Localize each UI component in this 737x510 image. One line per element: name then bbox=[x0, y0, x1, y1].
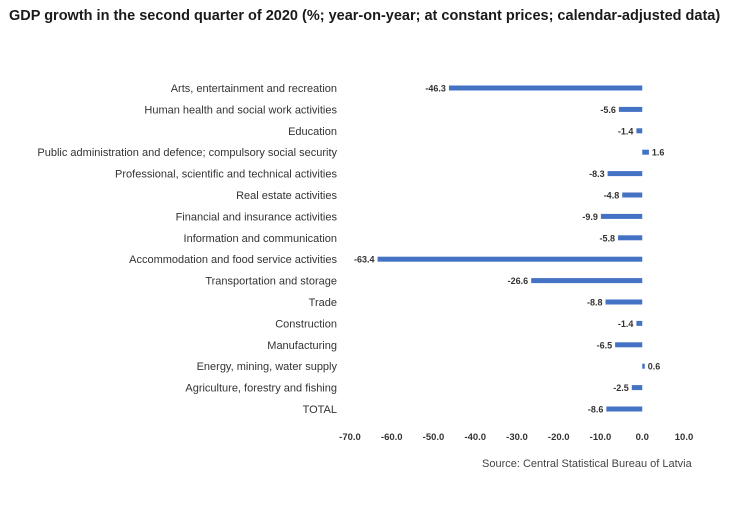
category-label: Real estate activities bbox=[236, 190, 337, 202]
data-label: -46.3 bbox=[425, 84, 446, 94]
bar bbox=[636, 320, 643, 326]
source-note: Source: Central Statistical Bureau of La… bbox=[482, 458, 692, 470]
category-label: Information and communication bbox=[184, 233, 337, 245]
data-label: -6.5 bbox=[597, 340, 613, 350]
category-label: Financial and insurance activities bbox=[176, 211, 338, 223]
data-label: -5.6 bbox=[600, 105, 616, 115]
x-tick-label: -20.0 bbox=[548, 432, 570, 443]
x-axis-ticks: -70.0 -60.0 -50.0 -40.0 -30.0 -20.0 -10.0 0.0 10… bbox=[339, 432, 693, 443]
bar bbox=[618, 235, 643, 241]
data-label: 0.6 bbox=[648, 362, 661, 372]
data-label: -2.5 bbox=[613, 383, 629, 393]
category-label: Transportation and storage bbox=[205, 276, 337, 288]
data-label: -63.4 bbox=[354, 255, 375, 265]
bar bbox=[377, 256, 643, 262]
category-label: TOTAL bbox=[303, 404, 337, 416]
bar bbox=[618, 106, 643, 112]
data-label: -1.4 bbox=[618, 126, 634, 136]
bar bbox=[642, 149, 649, 155]
bars bbox=[377, 85, 649, 412]
x-tick-label: -50.0 bbox=[423, 432, 445, 443]
bar bbox=[448, 85, 643, 91]
data-label: -8.8 bbox=[587, 298, 603, 308]
data-label: -8.6 bbox=[588, 405, 604, 415]
category-labels: Arts, entertainment and recreation Human … bbox=[37, 83, 337, 416]
bar bbox=[642, 363, 645, 369]
x-tick-label: -70.0 bbox=[339, 432, 361, 443]
x-tick-label: -10.0 bbox=[590, 432, 612, 443]
bar bbox=[605, 299, 643, 305]
x-tick-label: 10.0 bbox=[675, 432, 694, 443]
category-label: Agriculture, forestry and fishing bbox=[185, 383, 337, 395]
chart-title: GDP growth in the second quarter of 2020… bbox=[9, 8, 721, 24]
category-label: Public administration and defence; compu… bbox=[37, 147, 337, 159]
value-labels: -46.3 -5.6 -1.4 1.6 -8.3 -4.8 -9.9 -5.8 -63.4 -26… bbox=[354, 84, 664, 415]
category-label: Professional, scientific and technical a… bbox=[115, 169, 337, 181]
data-label: -1.4 bbox=[618, 319, 634, 329]
category-label: Human health and social work activities bbox=[144, 104, 337, 116]
bar bbox=[636, 128, 643, 134]
data-label: -8.3 bbox=[589, 169, 605, 179]
bar bbox=[622, 192, 643, 198]
bar bbox=[600, 213, 643, 219]
bar bbox=[606, 406, 643, 412]
data-label: -26.6 bbox=[508, 276, 529, 286]
bar bbox=[615, 342, 643, 348]
category-label: Education bbox=[288, 126, 337, 138]
data-label: 1.6 bbox=[652, 148, 665, 158]
x-tick-label: -30.0 bbox=[506, 432, 528, 443]
category-label: Arts, entertainment and recreation bbox=[171, 83, 337, 95]
bar bbox=[607, 171, 643, 177]
category-label: Manufacturing bbox=[267, 340, 337, 352]
data-label: -4.8 bbox=[604, 191, 620, 201]
data-label: -5.8 bbox=[600, 233, 616, 243]
category-label: Accommodation and food service activitie… bbox=[129, 254, 337, 266]
bar bbox=[631, 385, 643, 391]
x-tick-label: -40.0 bbox=[464, 432, 486, 443]
data-label: -9.9 bbox=[582, 212, 598, 222]
category-label: Trade bbox=[309, 297, 337, 309]
category-label: Construction bbox=[275, 318, 337, 330]
bar bbox=[531, 278, 643, 284]
category-label: Energy, mining, water supply bbox=[197, 361, 338, 373]
x-tick-label: -60.0 bbox=[381, 432, 403, 443]
x-tick-label: 0.0 bbox=[636, 432, 649, 443]
